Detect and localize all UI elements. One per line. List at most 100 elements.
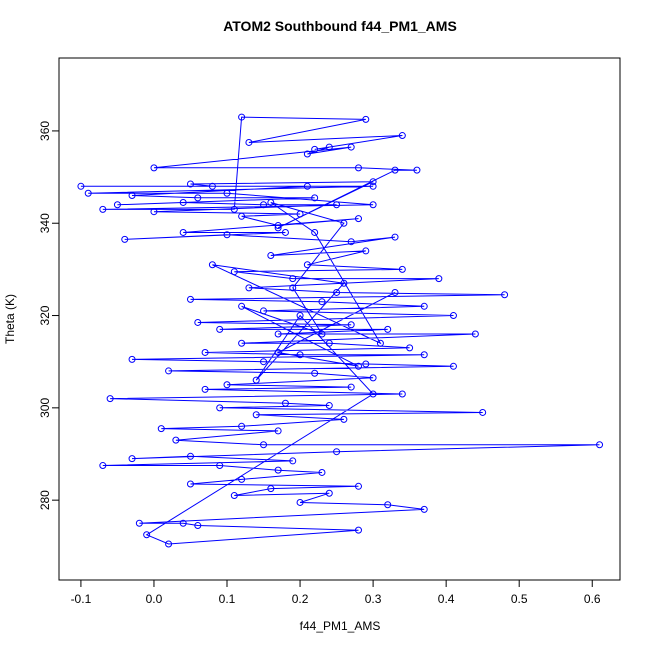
data-point [150,164,158,172]
data-point [165,367,173,375]
x-tick-label: 0.6 [584,592,601,606]
x-tick-label: 0.1 [219,592,236,606]
data-point [369,374,377,382]
data-point [333,201,341,209]
data-point [311,228,319,236]
data-point [501,291,509,299]
data-point [296,210,304,218]
x-axis-label: f44_PM1_AMS [300,619,381,633]
data-point [449,312,457,320]
data-point [347,143,355,151]
data-point [420,351,428,359]
data-point [260,201,268,209]
y-tick-label: 360 [38,121,52,141]
data-point [398,265,406,273]
data-point [238,212,246,220]
data-point [354,215,362,223]
x-tick-label: 0.3 [365,592,382,606]
data-point [157,425,165,433]
data-point [413,166,421,174]
x-tick-label: 0.4 [438,592,455,606]
data-point [479,408,487,416]
data-point [325,402,333,410]
data-point [340,279,348,287]
data-point [267,252,275,260]
y-tick-label: 320 [38,305,52,325]
data-point [376,339,384,347]
x-tick-label: 0.0 [146,592,163,606]
data-point [230,268,238,276]
data-point [252,411,260,419]
data-point [238,422,246,430]
data-point [362,247,370,255]
data-point [274,224,282,232]
data-point [362,115,370,123]
data-point [318,330,326,338]
data-point [238,302,246,310]
data-point [223,381,231,389]
data-point [289,275,297,283]
data-point [194,318,202,326]
data-point [230,492,238,500]
data-point [303,182,311,190]
x-tick-label: 0.2 [292,592,309,606]
data-point [223,231,231,239]
data-point [128,455,136,463]
x-tick-label: -0.1 [71,592,92,606]
data-point [274,222,282,230]
data-point [347,383,355,391]
plot-frame [58,57,621,581]
data-point [325,339,333,347]
data-point [354,526,362,534]
data-point [216,462,224,470]
data-point [369,201,377,209]
data-point [121,235,129,243]
data-point [186,180,194,188]
data-point [230,205,238,213]
data-point [172,436,180,444]
data-point [296,498,304,506]
data-point [179,228,187,236]
data-point [281,399,289,407]
data-point [398,390,406,398]
data-point [325,489,333,497]
data-point [186,480,194,488]
data-point [143,531,151,539]
data-point [398,132,406,140]
data-point [596,441,604,449]
data-point [369,390,377,398]
y-tick-label: 300 [38,398,52,418]
y-tick-label: 280 [38,490,52,510]
data-point [354,362,362,370]
data-point [274,330,282,338]
data-point [303,150,311,158]
y-tick-label: 340 [38,213,52,233]
data-point [84,189,92,197]
data-point [186,452,194,460]
data-point [435,275,443,283]
data-point [325,143,333,151]
data-point [260,307,268,315]
data-point [340,219,348,227]
data-line [80,116,600,545]
data-point [150,208,158,216]
data-point [471,330,479,338]
data-point [333,288,341,296]
data-point [179,198,187,206]
data-point [274,427,282,435]
data-point [216,325,224,333]
y-axis-label: Theta (K) [3,294,17,344]
data-point [449,362,457,370]
data-point [194,194,202,202]
data-point [135,519,143,527]
data-point [113,201,121,209]
data-point [311,194,319,202]
data-point [420,505,428,513]
data-point [333,448,341,456]
chart-title: ATOM2 Southbound f44_PM1_AMS [223,18,457,34]
data-point [165,540,173,548]
data-point [354,164,362,172]
data-point [391,166,399,174]
data-point [369,182,377,190]
x-tick-label: 0.5 [511,592,528,606]
